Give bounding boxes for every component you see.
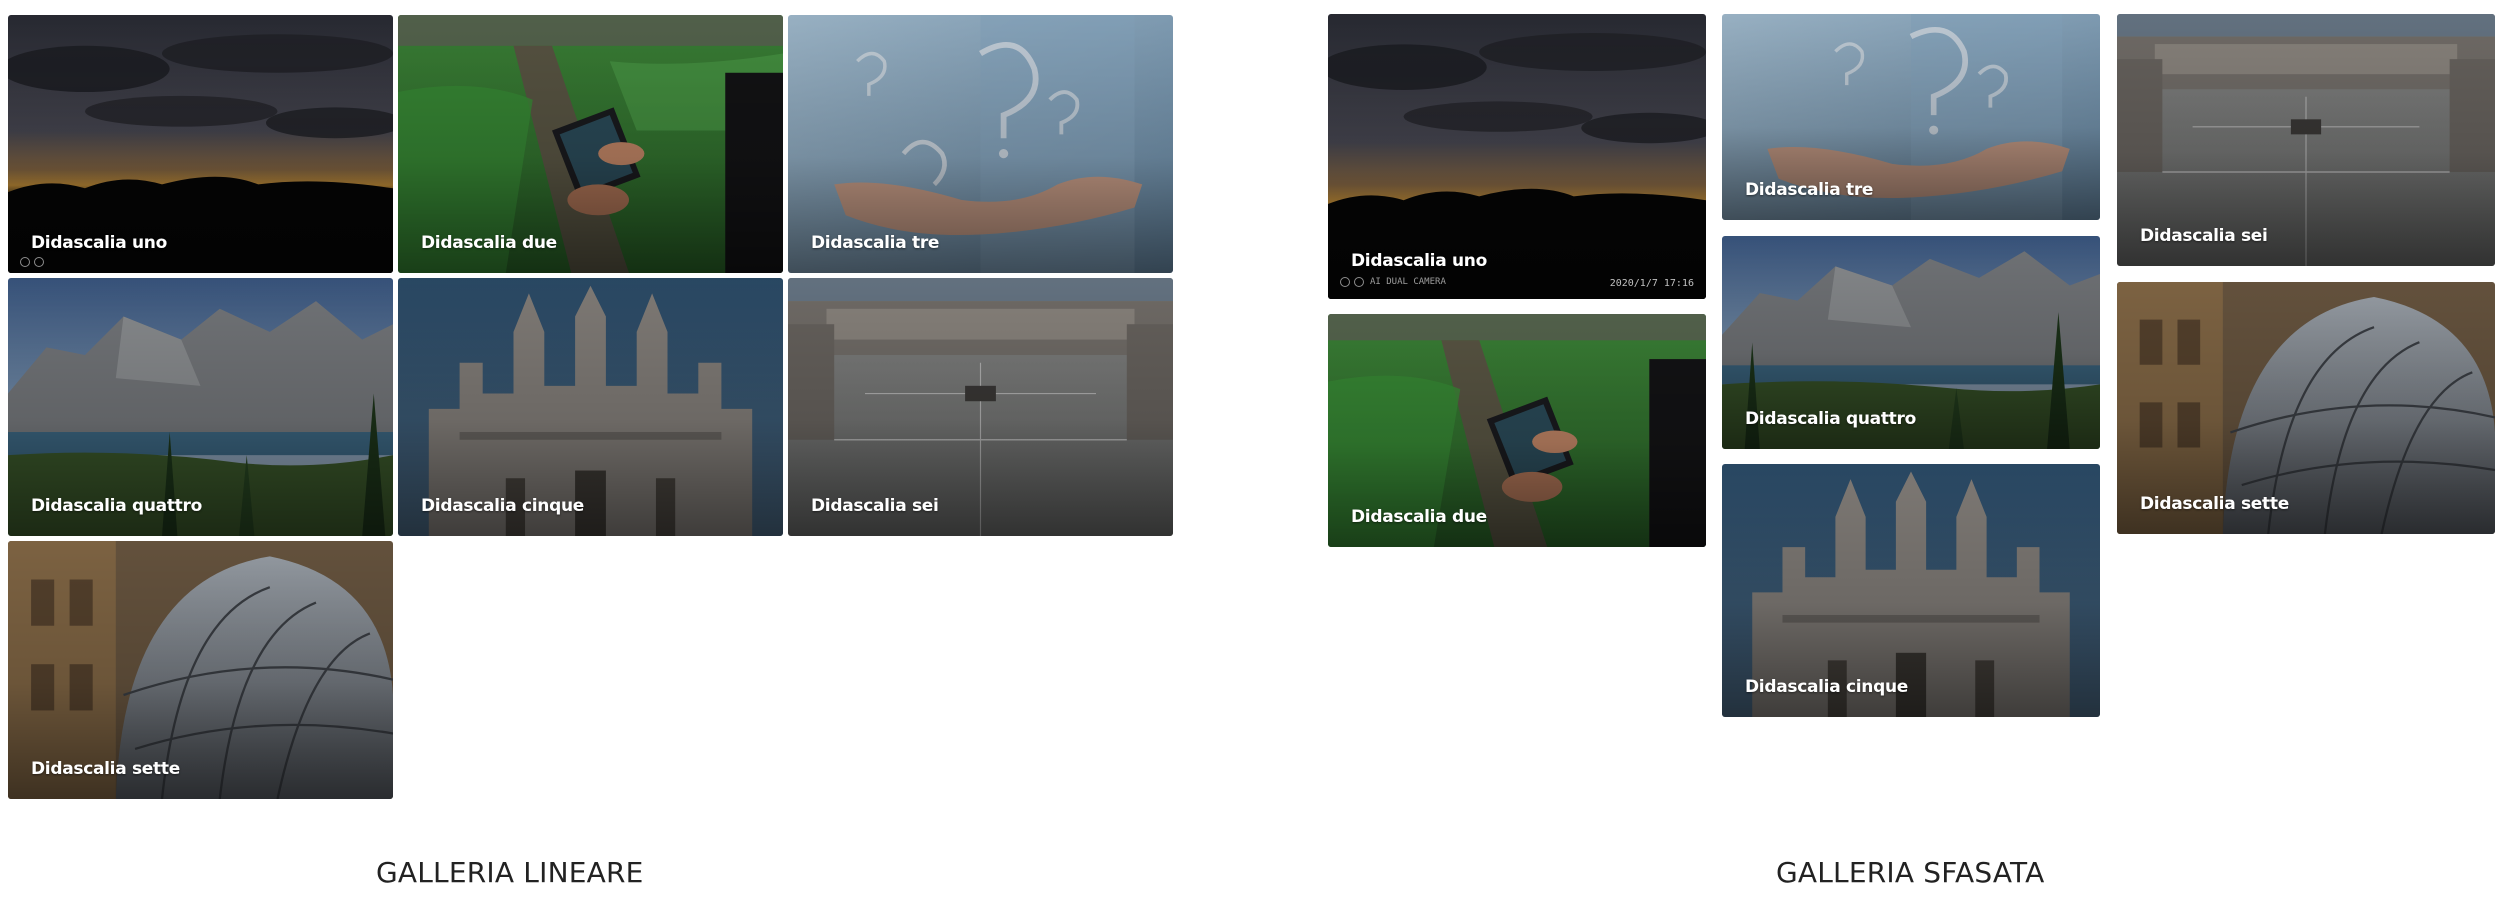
tile-caption: Didascalia due [1351, 507, 1487, 527]
tile-shade [8, 15, 393, 273]
camera-date-text: 2020/1/7 17:16 [1609, 278, 1694, 289]
tile-shade [788, 15, 1173, 273]
tile-caption: Didascalia tre [1745, 180, 1874, 200]
tile-shade [1328, 314, 1706, 547]
camera-dot-icon [1340, 277, 1350, 287]
gallery-tile-uno[interactable]: Didascalia uno [8, 15, 393, 273]
tile-caption: Didascalia uno [1351, 251, 1487, 271]
tile-caption: Didascalia uno [31, 233, 167, 253]
camera-dot-icon [20, 257, 30, 267]
gallery-tile-sei[interactable]: Didascalia sei [788, 278, 1173, 536]
gallery-tile-quattro[interactable]: Didascalia quattro [8, 278, 393, 536]
gallery-tile-due[interactable]: Didascalia due [398, 15, 783, 273]
gallery-tile-quattro[interactable]: Didascalia quattro [1722, 236, 2100, 449]
gallery-title-sfasata: GALLERIA SFASATA [1776, 856, 2045, 889]
tile-caption: Didascalia quattro [1745, 409, 1916, 429]
tile-caption: Didascalia sette [31, 759, 180, 779]
tile-shade [8, 541, 393, 799]
tile-caption: Didascalia sei [811, 496, 939, 516]
gallery-tile-tre[interactable]: Didascalia tre [788, 15, 1173, 273]
gallery-title-lineare: GALLERIA LINEARE [376, 856, 644, 889]
gallery-tile-tre[interactable]: Didascalia tre [1722, 14, 2100, 220]
tile-caption: Didascalia cinque [421, 496, 584, 516]
tile-caption: Didascalia tre [811, 233, 940, 253]
tile-shade [2117, 14, 2495, 266]
tile-shade [788, 278, 1173, 536]
tile-caption: Didascalia due [421, 233, 557, 253]
tile-shade [1722, 464, 2100, 717]
gallery-tile-sette[interactable]: Didascalia sette [8, 541, 393, 799]
tile-shade [398, 278, 783, 536]
tile-shade [1722, 236, 2100, 449]
tile-caption: Didascalia cinque [1745, 677, 1908, 697]
gallery-tile-sei[interactable]: Didascalia sei [2117, 14, 2495, 266]
gallery-tile-due[interactable]: Didascalia due [1328, 314, 1706, 547]
gallery-tile-cinque[interactable]: Didascalia cinque [1722, 464, 2100, 717]
tile-shade [2117, 282, 2495, 534]
tile-shade [398, 15, 783, 273]
tile-shade [1722, 14, 2100, 220]
gallery-tile-cinque[interactable]: Didascalia cinque [398, 278, 783, 536]
tile-caption: Didascalia quattro [31, 496, 202, 516]
gallery-tile-uno[interactable]: AI DUAL CAMERA 2020/1/7 17:16 Didascalia… [1328, 14, 1706, 299]
camera-mark-text: AI DUAL CAMERA [1370, 277, 1446, 287]
camera-dot-icon [1354, 277, 1364, 287]
camera-dot-icon [34, 257, 44, 267]
tile-caption: Didascalia sette [2140, 494, 2289, 514]
tile-shade [1328, 14, 1706, 299]
gallery-tile-sette[interactable]: Didascalia sette [2117, 282, 2495, 534]
tile-shade [8, 278, 393, 536]
tile-caption: Didascalia sei [2140, 226, 2268, 246]
